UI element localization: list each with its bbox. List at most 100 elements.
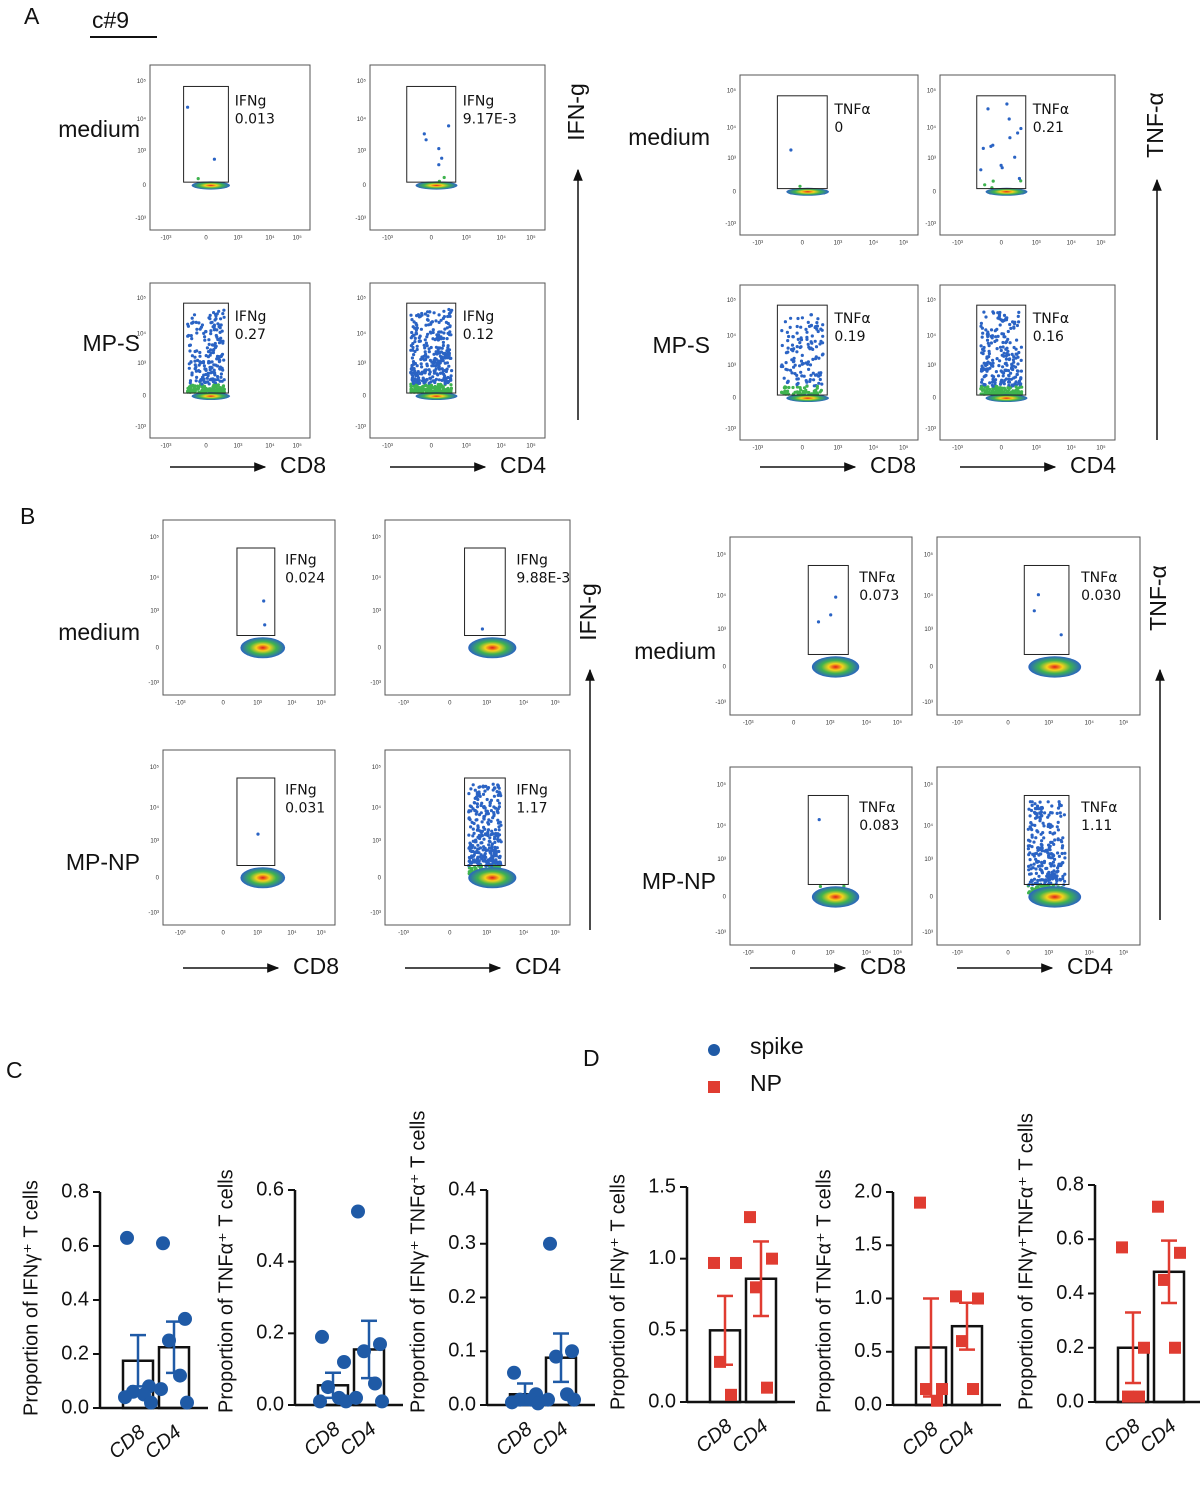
event-dot xyxy=(441,340,445,344)
event-dot xyxy=(1035,804,1040,808)
event-dot xyxy=(1029,821,1033,825)
event-dot xyxy=(440,346,444,350)
x-tick-label: 10⁵ xyxy=(1096,240,1106,247)
event-dot xyxy=(1033,802,1037,806)
event-dot xyxy=(488,836,492,840)
event-dot xyxy=(1016,314,1020,318)
x-tick-label: -10³ xyxy=(952,446,963,452)
data-point xyxy=(156,1236,170,1251)
y-tick-label: 0 xyxy=(733,396,737,402)
event-dot xyxy=(1015,372,1019,376)
event-dot xyxy=(434,367,438,371)
event-dot xyxy=(985,338,990,342)
event-dot xyxy=(1056,828,1060,832)
event-dot xyxy=(198,360,202,364)
event-dot xyxy=(820,382,824,386)
population xyxy=(468,867,517,889)
event-dot xyxy=(1038,878,1042,882)
y-tick-label: -10³ xyxy=(925,427,936,433)
event-dot xyxy=(219,375,223,379)
event-dot xyxy=(426,314,430,318)
event-dot xyxy=(1059,814,1063,818)
event-dot xyxy=(489,798,493,803)
event-dot xyxy=(812,384,816,388)
event-dot xyxy=(480,833,484,837)
event-dot xyxy=(998,345,1003,349)
event-dot xyxy=(807,367,811,371)
event-dot xyxy=(209,366,213,370)
plot-frame xyxy=(729,536,913,716)
event-dot xyxy=(211,348,216,352)
y-tick-label: 10³ xyxy=(727,156,736,162)
event-dot xyxy=(821,323,825,327)
event-dot xyxy=(1028,872,1032,876)
event-dot xyxy=(469,846,473,850)
gate-value: 0.19 xyxy=(834,329,865,345)
y-tick-label: 0.8 xyxy=(61,1180,89,1202)
event-dot xyxy=(979,168,983,172)
plot-frame xyxy=(162,519,336,696)
event-dot xyxy=(263,623,267,627)
event-dot xyxy=(800,374,804,378)
event-dot xyxy=(424,138,428,142)
event-dot xyxy=(194,379,198,383)
event-dot xyxy=(1017,386,1021,390)
event-dot xyxy=(1028,858,1032,862)
x-tick-label: 0 xyxy=(430,236,434,242)
sample-label: c#9 xyxy=(92,7,129,33)
x-tick-label: 10⁵ xyxy=(526,443,536,450)
event-dot xyxy=(979,321,984,325)
event-dot xyxy=(207,342,211,346)
x-tick-label: CD8 xyxy=(105,1421,150,1464)
event-dot xyxy=(800,353,804,357)
x-tick-label: 0 xyxy=(430,444,434,450)
event-dot xyxy=(410,330,414,335)
x-tick-label: 0 xyxy=(222,701,226,707)
event-dot xyxy=(198,327,202,331)
data-point xyxy=(315,1329,329,1344)
event-dot xyxy=(810,341,814,345)
event-dot xyxy=(441,385,445,389)
event-dot xyxy=(425,355,429,359)
y-tick-label: 0.5 xyxy=(648,1319,676,1341)
x-tick-label: -10³ xyxy=(743,951,754,957)
event-dot xyxy=(782,386,787,390)
event-dot xyxy=(1062,813,1066,817)
event-dot xyxy=(992,375,996,379)
x-tick-label: 10³ xyxy=(462,236,471,242)
y-tick-label: 10³ xyxy=(137,361,146,367)
event-dot xyxy=(995,386,1000,390)
event-dot xyxy=(417,315,421,319)
x-tick-label: 10⁵ xyxy=(293,443,303,450)
event-dot xyxy=(212,323,216,327)
event-dot xyxy=(986,341,990,345)
event-dot xyxy=(450,369,454,373)
event-dot xyxy=(221,312,225,316)
event-dot xyxy=(1039,832,1043,836)
event-dot xyxy=(475,828,479,832)
event-dot xyxy=(1038,800,1042,804)
event-dot xyxy=(413,349,417,354)
event-dot xyxy=(428,358,432,362)
x-tick-label: 10⁴ xyxy=(287,930,297,937)
event-dot xyxy=(493,840,497,845)
event-dot xyxy=(784,361,788,365)
event-dot xyxy=(1005,351,1009,356)
event-dot xyxy=(472,831,476,836)
event-dot xyxy=(189,334,193,338)
event-dot xyxy=(1006,369,1011,373)
event-dot xyxy=(790,343,795,347)
event-dot xyxy=(998,323,1002,327)
event-dot xyxy=(801,362,805,366)
event-dot xyxy=(467,833,471,837)
gate xyxy=(807,564,849,655)
event-dot xyxy=(798,184,802,188)
event-dot xyxy=(442,331,446,335)
population xyxy=(786,187,829,196)
event-dot xyxy=(486,828,491,832)
y-tick-label: 0 xyxy=(733,189,737,195)
x-tick-label: 10⁴ xyxy=(519,700,529,707)
event-dot xyxy=(1012,360,1016,364)
panel-label: B xyxy=(20,503,35,529)
event-dot xyxy=(475,802,479,806)
